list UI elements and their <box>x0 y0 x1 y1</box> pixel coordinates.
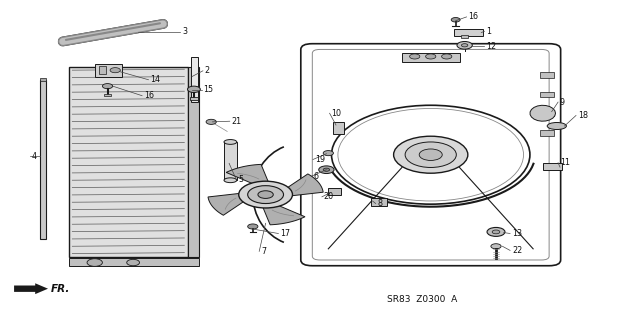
Bar <box>461 35 468 38</box>
Circle shape <box>239 181 292 208</box>
Circle shape <box>110 68 120 73</box>
Circle shape <box>323 151 333 156</box>
Text: 1: 1 <box>486 27 492 36</box>
Bar <box>333 122 344 134</box>
Polygon shape <box>208 192 250 215</box>
Text: 13: 13 <box>512 229 522 238</box>
Ellipse shape <box>224 139 237 144</box>
Text: 5: 5 <box>238 175 243 184</box>
Text: 21: 21 <box>232 117 242 126</box>
Bar <box>69 258 199 266</box>
Circle shape <box>451 18 460 22</box>
Polygon shape <box>260 202 305 225</box>
Text: 7: 7 <box>261 247 266 256</box>
Circle shape <box>405 142 456 167</box>
Bar <box>402 53 460 62</box>
Text: FR.: FR. <box>51 284 70 294</box>
Text: 6: 6 <box>314 172 319 181</box>
Circle shape <box>492 230 500 234</box>
Bar <box>188 67 199 257</box>
Bar <box>328 188 341 195</box>
Ellipse shape <box>547 122 566 130</box>
Circle shape <box>102 84 113 89</box>
Bar <box>40 80 46 239</box>
Polygon shape <box>14 283 48 294</box>
Ellipse shape <box>224 178 237 183</box>
Circle shape <box>491 244 501 249</box>
Bar <box>540 92 554 97</box>
Circle shape <box>319 166 334 174</box>
Text: 8: 8 <box>378 199 383 208</box>
Bar <box>454 29 483 36</box>
Bar <box>40 78 46 81</box>
Bar <box>69 67 188 257</box>
Bar <box>543 163 562 170</box>
Circle shape <box>206 119 216 124</box>
Circle shape <box>394 136 468 173</box>
Circle shape <box>248 224 258 229</box>
Circle shape <box>323 168 330 171</box>
Text: 11: 11 <box>560 158 570 167</box>
Circle shape <box>127 259 140 266</box>
Text: 16: 16 <box>468 12 479 21</box>
Circle shape <box>442 54 452 59</box>
Text: 16: 16 <box>144 91 154 100</box>
Bar <box>99 66 106 74</box>
Bar <box>540 111 554 116</box>
Bar <box>104 94 111 96</box>
Text: 15: 15 <box>204 85 214 94</box>
Circle shape <box>426 54 436 59</box>
Polygon shape <box>530 105 556 121</box>
Bar <box>95 64 122 77</box>
Circle shape <box>457 41 472 49</box>
Circle shape <box>487 227 505 236</box>
Bar <box>371 198 387 206</box>
Text: 10: 10 <box>332 109 342 118</box>
Circle shape <box>419 149 442 160</box>
Text: 3: 3 <box>182 27 188 36</box>
Text: 22: 22 <box>512 246 522 255</box>
Bar <box>540 72 554 78</box>
Text: 14: 14 <box>150 75 161 84</box>
Text: 18: 18 <box>578 111 588 120</box>
Circle shape <box>461 44 468 47</box>
Bar <box>190 97 198 100</box>
Polygon shape <box>191 57 198 102</box>
Circle shape <box>248 186 284 204</box>
Text: 9: 9 <box>560 98 565 107</box>
Polygon shape <box>281 174 323 197</box>
Text: 20: 20 <box>324 192 334 201</box>
Circle shape <box>188 86 200 93</box>
Text: 4: 4 <box>32 152 37 161</box>
Text: SR83  Z0300  A: SR83 Z0300 A <box>387 295 458 304</box>
Circle shape <box>87 259 102 266</box>
Text: 19: 19 <box>315 155 325 164</box>
Polygon shape <box>226 164 271 187</box>
Text: 2: 2 <box>205 66 210 75</box>
Bar <box>224 142 237 180</box>
Circle shape <box>258 191 273 198</box>
Circle shape <box>410 54 420 59</box>
Text: 12: 12 <box>486 42 497 51</box>
Bar <box>540 130 554 136</box>
Text: 17: 17 <box>280 229 291 238</box>
